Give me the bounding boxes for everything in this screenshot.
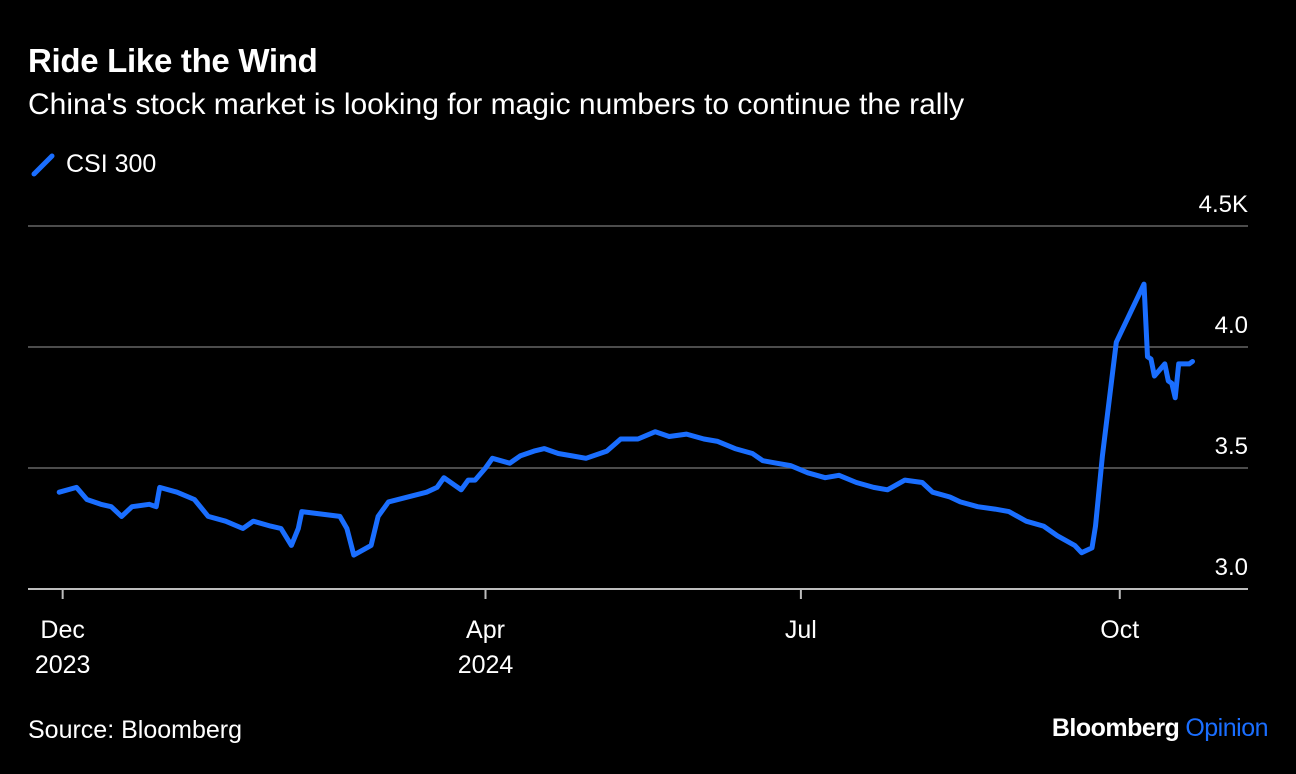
grid-layer (28, 225, 1248, 590)
chart-title: Ride Like the Wind (28, 42, 318, 79)
y-tick-label: 4.5K (1199, 191, 1248, 218)
y-tick-label: 3.0 (1215, 554, 1248, 581)
x-tick-label: Oct (1100, 616, 1139, 644)
brand-suffix: Opinion (1185, 714, 1268, 742)
x-tick-label: Apr (466, 616, 505, 644)
series-layer (56, 281, 1195, 558)
series-line-csi-300 (56, 281, 1195, 558)
x-tick-label: Jul (785, 616, 817, 644)
chart-legend: CSI 300 (30, 148, 156, 180)
y-tick-label: 4.0 (1215, 312, 1248, 339)
x-tick-label: Dec (40, 616, 84, 644)
x-tick-sublabel: 2023 (35, 651, 91, 679)
x-tick-sublabel: 2024 (458, 651, 514, 679)
brand-logo: Bloomberg Opinion (1051, 714, 1269, 743)
y-axis: 3.0 3.5 4.0 4.5K (1199, 191, 1248, 581)
brand-name: Bloomberg (1051, 714, 1180, 742)
legend-label: CSI 300 (66, 149, 157, 178)
chart-subtitle: China's stock market is looking for magi… (28, 88, 965, 121)
source-note: Source: Bloomberg (28, 716, 243, 744)
legend-swatch-icon (31, 153, 55, 177)
y-tick-label: 3.5 (1215, 433, 1248, 460)
x-axis: Dec 2023 Apr 2024 Jul Oct (35, 589, 1139, 679)
